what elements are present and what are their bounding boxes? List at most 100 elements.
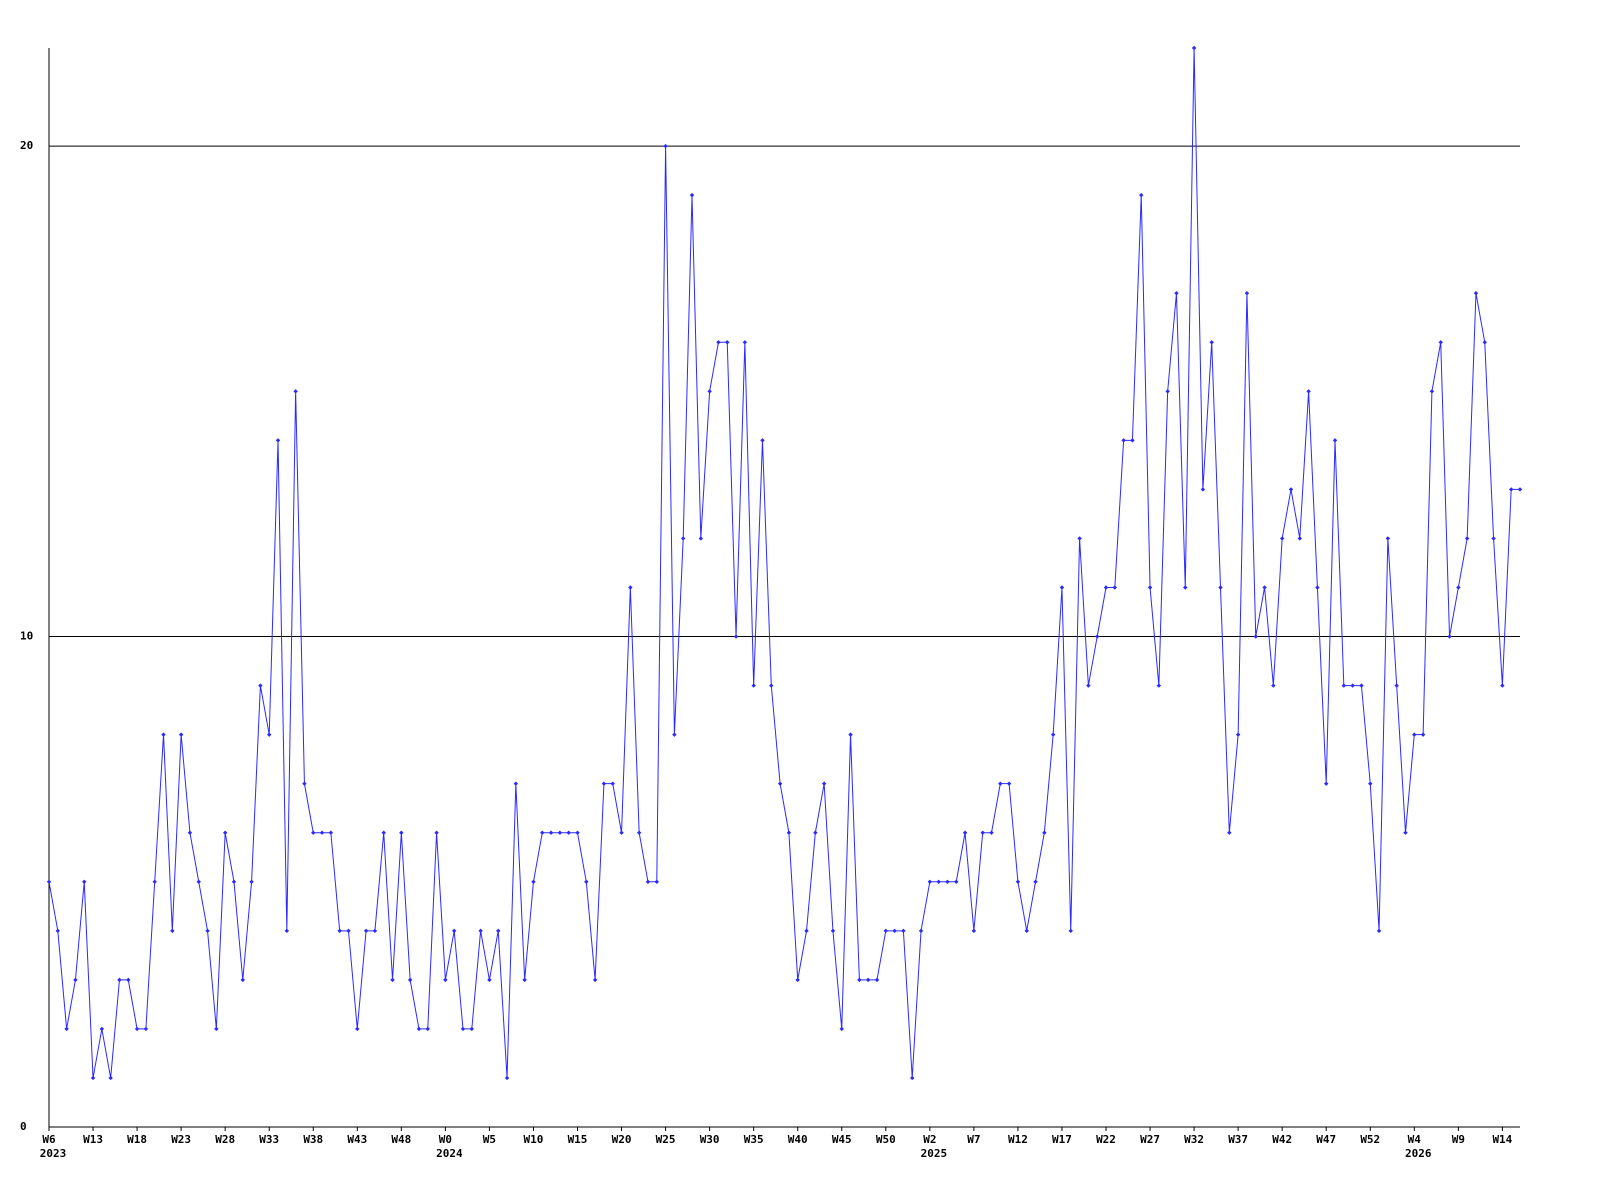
data-point [998,781,1003,786]
x-tick-label: W27 [1140,1133,1160,1146]
y-tick-label: 10 [20,630,33,643]
y-tick-label: 20 [20,139,33,152]
data-point [1244,291,1250,296]
x-tick-label: W4 [1408,1133,1422,1146]
data-point [1050,732,1056,737]
data-point [619,830,624,835]
data-point [1456,585,1461,590]
x-year-label: 2026 [1405,1147,1432,1160]
data-point [231,879,237,884]
data-point [716,340,721,345]
data-point [1130,438,1135,443]
data-point [284,928,290,934]
data-point [874,977,880,983]
data-point [698,536,704,541]
data-point [1183,585,1188,590]
data-point [434,830,439,835]
data-point [1006,781,1012,786]
data-point [416,1026,422,1032]
data-point [346,928,351,934]
data-point [363,928,369,934]
x-tick-label: W45 [832,1133,852,1146]
data-point [989,830,994,835]
data-point [1033,879,1038,884]
x-tick-label: W9 [1452,1133,1465,1146]
data-point [240,977,245,983]
data-point [628,585,633,590]
data-point [760,438,765,443]
data-point [372,928,378,934]
data-point [196,879,201,884]
data-point [82,879,87,884]
data-point [267,732,272,737]
data-point [1359,683,1364,688]
data-point [830,928,836,934]
data-point [663,143,668,149]
data-point [319,830,325,835]
data-point [134,1026,140,1032]
data-point [962,830,968,835]
data-point [601,781,607,786]
data-point [522,977,527,983]
data-point [1139,192,1144,198]
data-point [910,1075,915,1081]
data-point [672,732,677,737]
data-point [170,928,175,934]
data-point [73,977,78,983]
data-point [55,928,61,934]
data-point [1200,487,1206,492]
data-point [1288,487,1294,492]
data-point [126,977,131,983]
data-point [311,830,316,835]
data-point [1094,634,1100,639]
data-point [1394,683,1399,688]
data-point [1297,536,1302,541]
data-point [1464,536,1470,541]
x-year-label: 2025 [921,1147,948,1160]
y-tick-label: 0 [20,1120,27,1133]
x-tick-label: W37 [1228,1133,1248,1146]
data-point [707,389,712,394]
x-tick-label: W13 [83,1133,103,1146]
x-tick-label: W15 [568,1133,588,1146]
data-point [249,879,254,884]
x-tick-label: W12 [1008,1133,1028,1146]
data-point [1191,45,1197,51]
data-point [531,879,536,884]
x-tick-label: W28 [215,1133,235,1146]
data-point [936,879,941,884]
data-point [1420,732,1426,737]
x-tick-label: W7 [967,1133,980,1146]
data-point [954,879,959,884]
data-point [1015,879,1021,884]
data-point [1077,536,1082,541]
data-point [108,1075,113,1081]
x-year-label: 2024 [436,1147,463,1160]
data-point [1068,928,1073,934]
x-tick-label: W50 [876,1133,896,1146]
data-point [1491,536,1496,541]
x-tick-label: W33 [259,1133,279,1146]
data-point [1517,487,1523,492]
data-point [777,781,783,786]
data-point [1279,536,1285,541]
data-point [496,928,501,934]
data-point [821,781,827,786]
data-point [751,683,756,688]
data-point [451,928,457,934]
x-tick-label: W14 [1492,1133,1512,1146]
data-point [1482,340,1487,345]
data-point [328,830,334,835]
data-point [1042,830,1047,835]
data-point [1059,585,1065,590]
data-point [460,1026,466,1032]
data-point [927,879,933,884]
data-point [1147,585,1153,590]
x-tick-label: W52 [1360,1133,1380,1146]
x-tick-label: W10 [524,1133,544,1146]
data-point [293,389,298,394]
x-tick-label: W38 [303,1133,323,1146]
x-year-label: 2023 [40,1147,67,1160]
data-point [1315,585,1320,590]
